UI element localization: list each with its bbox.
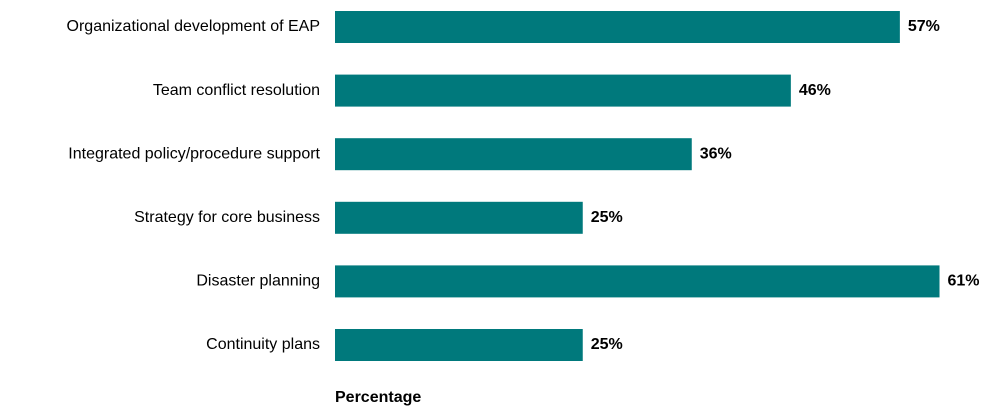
value-label: 57% — [908, 18, 940, 35]
value-label: 36% — [700, 145, 732, 162]
category-label: Disaster planning — [196, 273, 320, 290]
bar — [335, 11, 900, 43]
category-label: Strategy for core business — [134, 209, 320, 226]
bar — [335, 201, 583, 234]
category-label: Team conflict resolution — [153, 82, 320, 99]
value-label: 25% — [591, 336, 623, 353]
bar — [335, 329, 583, 361]
bar — [335, 265, 940, 298]
value-label: 61% — [948, 273, 980, 290]
category-label: Organizational development of EAP — [67, 18, 320, 35]
category-label: Continuity plans — [206, 336, 320, 353]
category-label: Integrated policy/procedure support — [68, 145, 320, 162]
value-label: 25% — [591, 209, 623, 226]
x-axis-label: Percentage — [335, 389, 421, 406]
bar — [335, 74, 791, 107]
value-label: 46% — [799, 82, 831, 99]
bar — [335, 138, 692, 171]
